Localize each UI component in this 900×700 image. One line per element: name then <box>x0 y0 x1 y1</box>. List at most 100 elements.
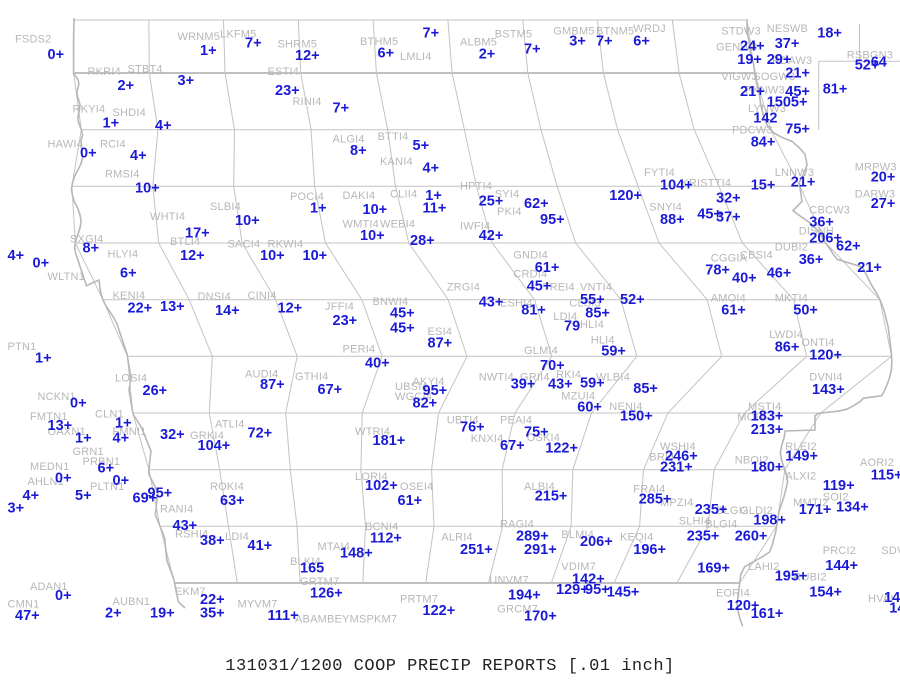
svg-text:NESWB: NESWB <box>767 23 808 35</box>
svg-text:32+: 32+ <box>716 191 741 207</box>
svg-text:104+: 104+ <box>660 177 693 193</box>
svg-text:ALXI2: ALXI2 <box>785 470 816 482</box>
svg-text:180+: 180+ <box>751 459 784 475</box>
svg-text:19+: 19+ <box>737 52 762 68</box>
svg-text:85+: 85+ <box>585 305 610 321</box>
svg-text:10+: 10+ <box>260 248 285 264</box>
svg-text:PRCI2: PRCI2 <box>823 545 856 557</box>
svg-text:79: 79 <box>564 319 580 335</box>
svg-text:RCI4: RCI4 <box>100 139 126 151</box>
svg-text:0+: 0+ <box>55 588 72 604</box>
svg-text:BTTI4: BTTI4 <box>378 131 409 143</box>
svg-text:235+: 235+ <box>695 502 728 518</box>
svg-text:76+: 76+ <box>460 419 485 435</box>
svg-text:81+: 81+ <box>521 303 546 319</box>
svg-text:37+: 37+ <box>716 209 741 225</box>
svg-text:1+: 1+ <box>425 188 442 204</box>
svg-text:1+: 1+ <box>310 201 327 217</box>
svg-text:0+: 0+ <box>80 146 97 162</box>
svg-text:206+: 206+ <box>580 534 613 550</box>
svg-text:64: 64 <box>871 55 887 71</box>
svg-text:3+: 3+ <box>178 73 195 89</box>
svg-text:72+: 72+ <box>248 426 273 442</box>
svg-text:RANI4: RANI4 <box>160 504 193 516</box>
svg-text:BSTM5: BSTM5 <box>495 28 533 40</box>
svg-text:43+: 43+ <box>173 518 198 534</box>
svg-text:19+: 19+ <box>150 606 175 622</box>
svg-text:STDW3: STDW3 <box>721 26 761 38</box>
svg-text:13+: 13+ <box>48 418 73 434</box>
svg-text:78+: 78+ <box>705 263 730 279</box>
svg-text:61+: 61+ <box>721 303 746 319</box>
svg-text:1+: 1+ <box>115 416 132 432</box>
svg-text:13+: 13+ <box>160 299 185 315</box>
svg-text:165: 165 <box>300 561 324 577</box>
svg-text:PERI4: PERI4 <box>343 344 376 356</box>
svg-text:KANI4: KANI4 <box>380 156 413 168</box>
svg-text:171+: 171+ <box>799 502 832 518</box>
svg-text:122+: 122+ <box>423 603 456 619</box>
svg-text:85+: 85+ <box>633 381 658 397</box>
svg-text:VIGW3: VIGW3 <box>721 71 757 83</box>
svg-text:7+: 7+ <box>333 101 350 117</box>
svg-text:42+: 42+ <box>479 228 504 244</box>
svg-text:4+: 4+ <box>155 118 172 134</box>
svg-text:15+: 15+ <box>751 177 776 193</box>
svg-text:70+: 70+ <box>540 358 565 374</box>
svg-text:88+: 88+ <box>660 212 685 228</box>
svg-text:8+: 8+ <box>350 143 367 159</box>
svg-text:6+: 6+ <box>378 46 395 62</box>
svg-text:1+: 1+ <box>200 43 217 59</box>
svg-text:75+: 75+ <box>524 425 549 441</box>
svg-text:4+: 4+ <box>23 488 40 504</box>
svg-text:0+: 0+ <box>55 471 72 487</box>
svg-text:39+: 39+ <box>511 377 536 393</box>
svg-text:CLII4: CLII4 <box>390 189 417 201</box>
svg-text:149+: 149+ <box>785 449 818 465</box>
svg-text:ESTI4: ESTI4 <box>268 66 300 78</box>
svg-text:LMLI4: LMLI4 <box>400 51 432 63</box>
svg-text:104+: 104+ <box>198 438 231 454</box>
svg-text:59+: 59+ <box>601 344 626 360</box>
svg-text:0+: 0+ <box>70 396 87 412</box>
svg-text:6+: 6+ <box>120 266 137 282</box>
svg-text:154+: 154+ <box>809 585 842 601</box>
svg-text:6+: 6+ <box>633 33 650 49</box>
svg-text:12+: 12+ <box>180 248 205 264</box>
svg-text:21+: 21+ <box>791 175 816 191</box>
svg-text:SDVI: SDVI <box>881 545 900 557</box>
svg-text:134+: 134+ <box>836 499 869 515</box>
svg-text:4+: 4+ <box>130 148 147 164</box>
svg-text:1+: 1+ <box>75 431 92 447</box>
svg-text:67+: 67+ <box>500 438 525 454</box>
svg-text:102+: 102+ <box>365 478 398 494</box>
svg-text:25+: 25+ <box>479 193 504 209</box>
svg-text:61+: 61+ <box>398 493 423 509</box>
svg-text:WLTN1: WLTN1 <box>48 271 85 283</box>
svg-text:148+: 148+ <box>340 546 373 562</box>
svg-text:120+: 120+ <box>609 188 642 204</box>
svg-text:95+: 95+ <box>540 212 565 228</box>
svg-text:OSEI4: OSEI4 <box>400 481 433 493</box>
svg-text:43+: 43+ <box>548 377 573 393</box>
svg-text:2+: 2+ <box>105 606 122 622</box>
svg-text:FSDS2: FSDS2 <box>15 34 51 46</box>
svg-text:ABAMBEYMSPKM7: ABAMBEYMSPKM7 <box>295 614 397 626</box>
svg-text:43+: 43+ <box>479 295 504 311</box>
svg-text:215+: 215+ <box>535 489 568 505</box>
svg-text:STBT4: STBT4 <box>128 64 163 76</box>
svg-text:75+: 75+ <box>785 121 810 137</box>
svg-text:112+: 112+ <box>370 531 402 547</box>
svg-text:36+: 36+ <box>809 215 834 231</box>
svg-text:115+: 115+ <box>871 467 900 483</box>
svg-text:213+: 213+ <box>751 422 784 438</box>
svg-text:41+: 41+ <box>248 538 273 554</box>
svg-text:PTN1: PTN1 <box>8 341 37 353</box>
svg-text:196+: 196+ <box>633 542 666 558</box>
svg-text:60+: 60+ <box>577 400 602 416</box>
svg-text:5+: 5+ <box>413 138 430 154</box>
svg-text:20+: 20+ <box>871 169 896 185</box>
svg-text:198+: 198+ <box>753 513 786 529</box>
svg-text:251+: 251+ <box>460 542 493 558</box>
svg-text:95+: 95+ <box>148 486 173 502</box>
